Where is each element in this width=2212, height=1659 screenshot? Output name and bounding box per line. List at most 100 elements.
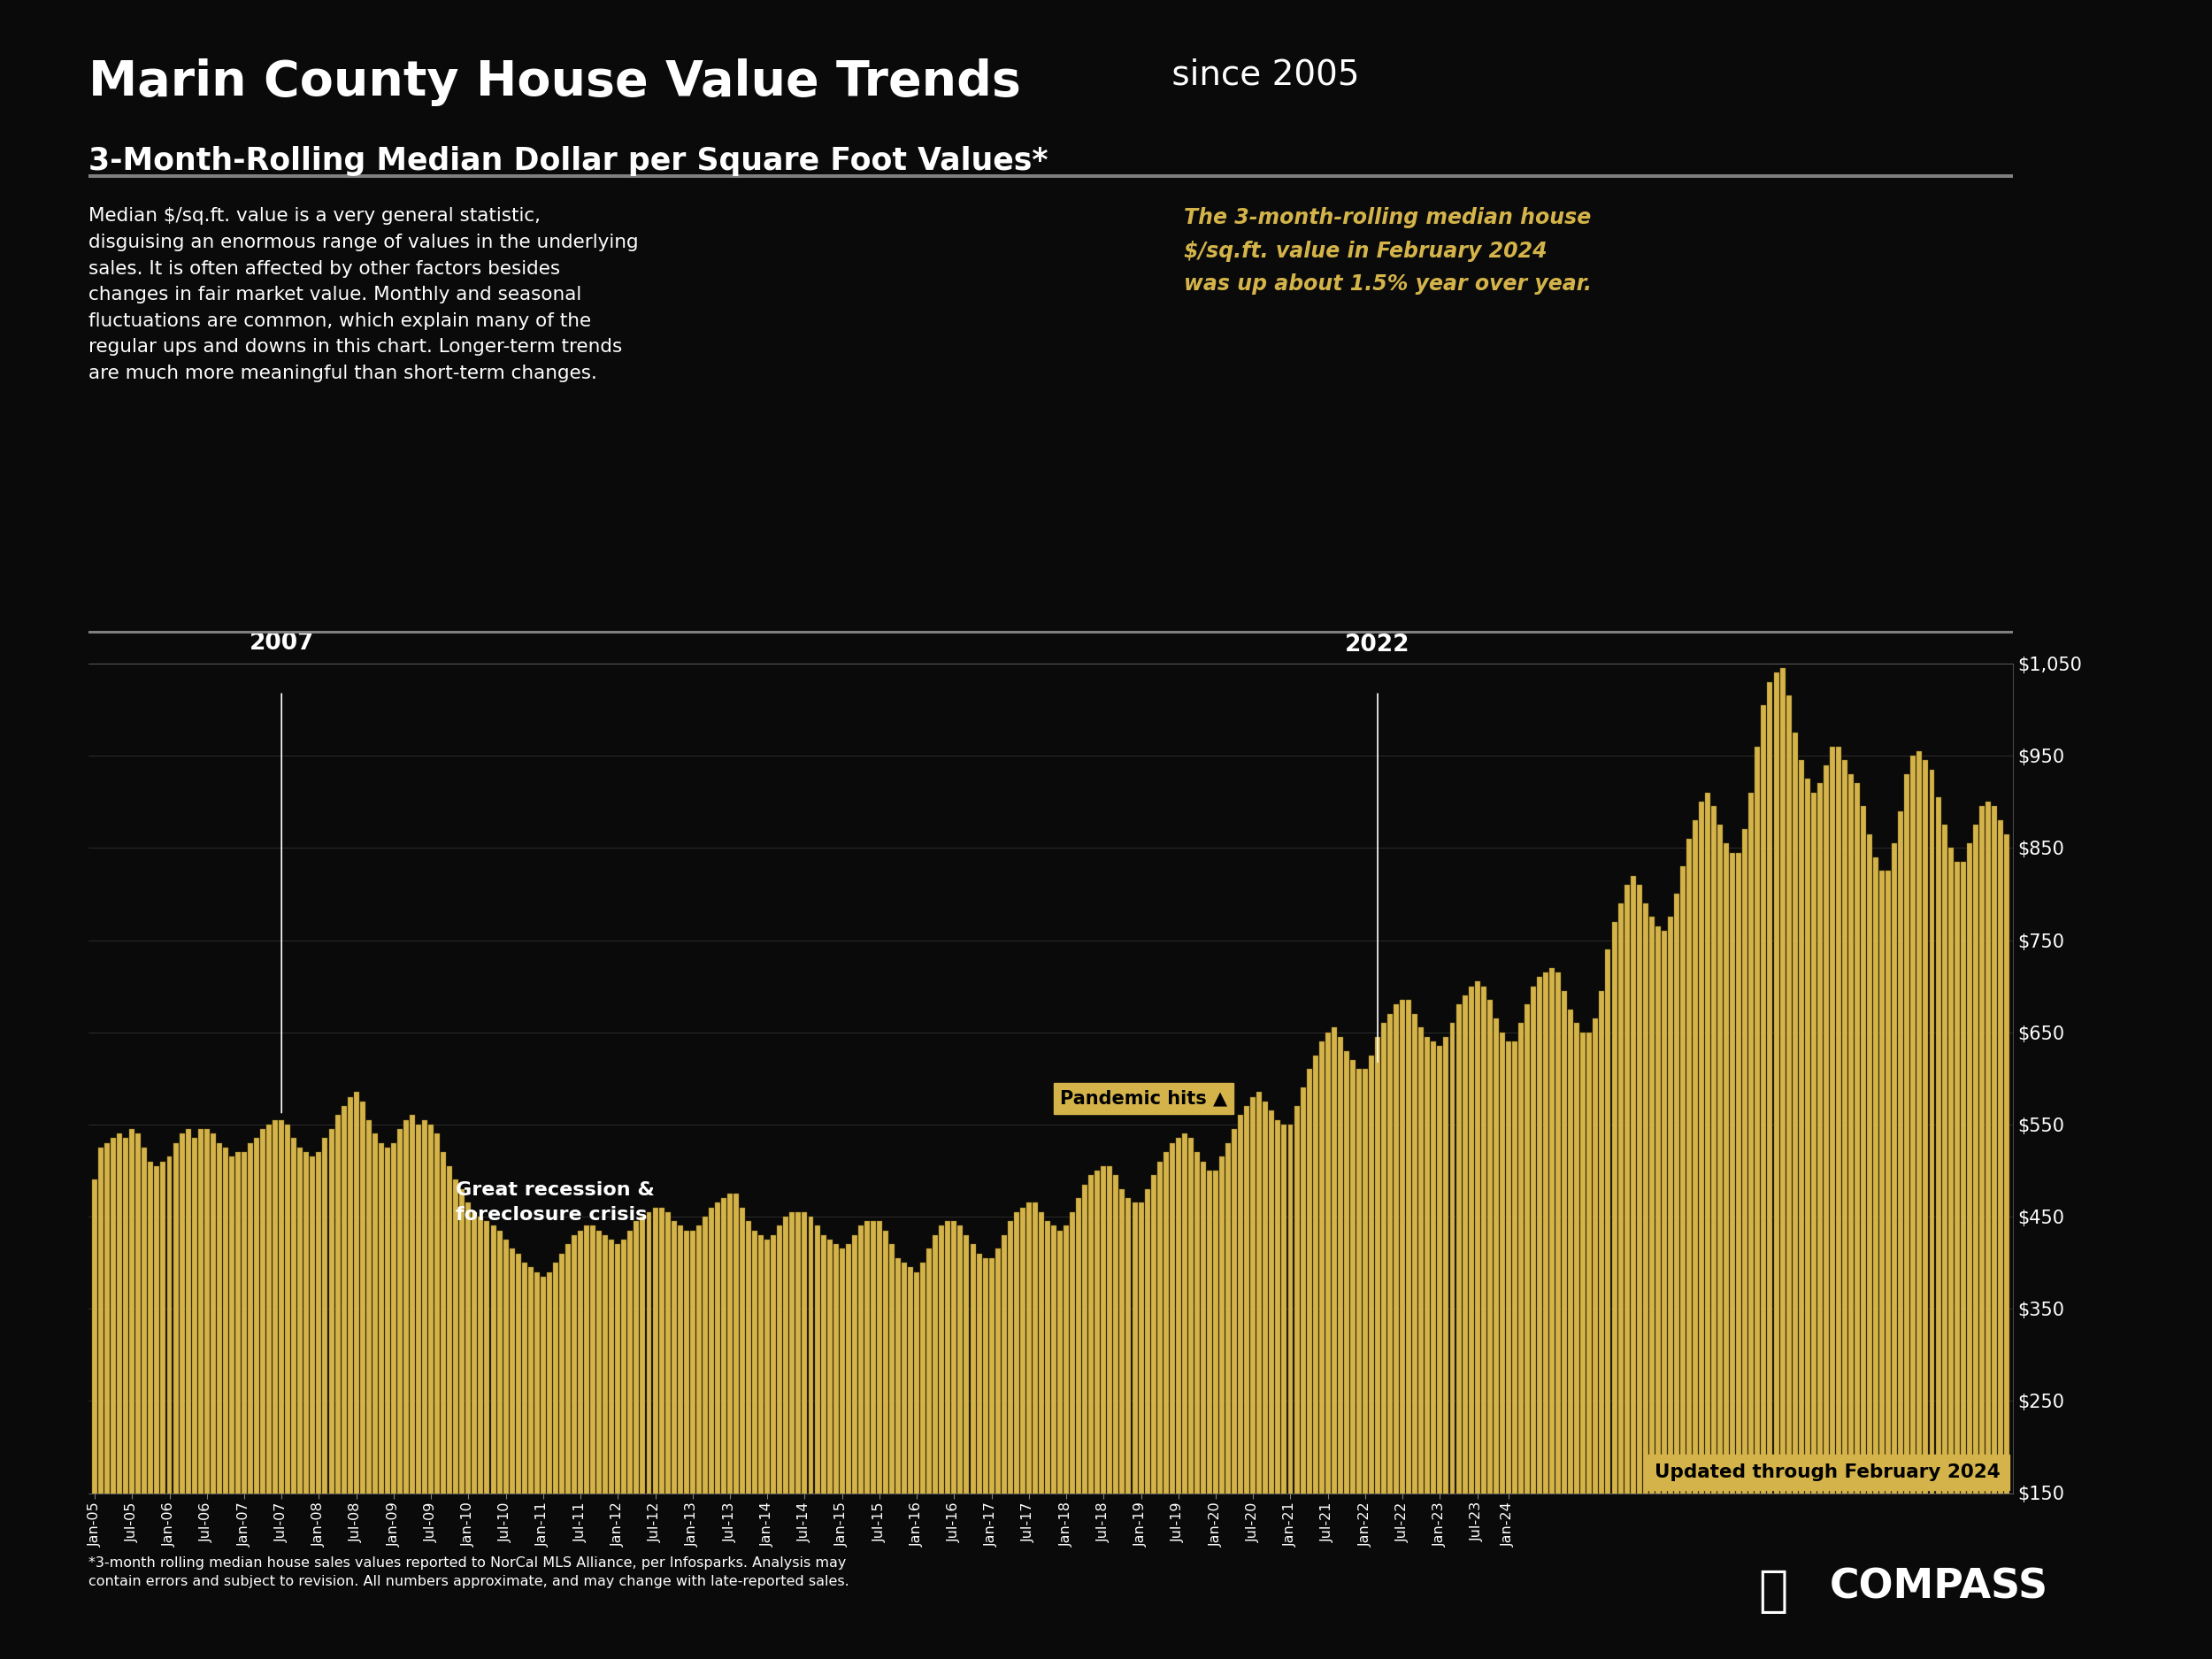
- Bar: [484, 1221, 489, 1631]
- Bar: [1250, 1097, 1256, 1631]
- Bar: [491, 1226, 495, 1631]
- Bar: [591, 1226, 595, 1631]
- Bar: [1239, 1115, 1243, 1631]
- Text: since 2005: since 2005: [1161, 58, 1360, 91]
- Bar: [1986, 801, 1991, 1631]
- Bar: [1854, 783, 1860, 1631]
- Bar: [1407, 1000, 1411, 1631]
- Bar: [1400, 1000, 1405, 1631]
- Bar: [1705, 793, 1710, 1631]
- Bar: [440, 1151, 447, 1631]
- Bar: [1486, 1000, 1493, 1631]
- Bar: [622, 1239, 626, 1631]
- Bar: [1088, 1175, 1093, 1631]
- Bar: [1674, 894, 1679, 1631]
- Bar: [1387, 1014, 1394, 1631]
- Bar: [995, 1249, 1000, 1631]
- Bar: [316, 1151, 321, 1631]
- Bar: [628, 1231, 633, 1631]
- Bar: [1345, 1050, 1349, 1631]
- Bar: [1723, 843, 1730, 1631]
- Bar: [975, 1254, 982, 1631]
- Bar: [272, 1120, 279, 1631]
- Bar: [814, 1226, 821, 1631]
- Bar: [186, 1130, 190, 1631]
- Bar: [1033, 1203, 1037, 1631]
- Bar: [1717, 825, 1723, 1631]
- Bar: [1960, 861, 1966, 1631]
- Bar: [776, 1226, 783, 1631]
- Bar: [1949, 848, 1953, 1631]
- Bar: [1413, 1014, 1418, 1631]
- Bar: [1568, 1009, 1573, 1631]
- Bar: [241, 1151, 248, 1631]
- Bar: [1480, 985, 1486, 1631]
- Bar: [1044, 1221, 1051, 1631]
- Bar: [927, 1249, 931, 1631]
- Bar: [471, 1213, 478, 1631]
- Bar: [498, 1231, 502, 1631]
- Bar: [173, 1143, 179, 1631]
- Bar: [1562, 990, 1566, 1631]
- Bar: [1082, 1185, 1088, 1631]
- Bar: [1095, 1171, 1099, 1631]
- Bar: [1349, 1060, 1356, 1631]
- Bar: [1356, 1068, 1363, 1631]
- Bar: [1798, 760, 1803, 1631]
- Bar: [584, 1226, 588, 1631]
- Bar: [1637, 884, 1641, 1631]
- Bar: [1891, 843, 1898, 1631]
- Bar: [93, 1180, 97, 1631]
- Bar: [354, 1092, 358, 1631]
- Bar: [540, 1276, 546, 1631]
- Bar: [1188, 1138, 1194, 1631]
- Bar: [615, 1244, 622, 1631]
- Bar: [1475, 982, 1480, 1631]
- Bar: [367, 1120, 372, 1631]
- Bar: [1177, 1138, 1181, 1631]
- Bar: [1785, 695, 1792, 1631]
- Bar: [1513, 1042, 1517, 1631]
- Bar: [721, 1198, 726, 1631]
- Bar: [1874, 858, 1878, 1631]
- Bar: [192, 1138, 197, 1631]
- Bar: [166, 1156, 173, 1631]
- Bar: [1363, 1068, 1367, 1631]
- Bar: [1013, 1213, 1020, 1631]
- Bar: [1500, 1032, 1504, 1631]
- Bar: [1885, 871, 1891, 1631]
- Bar: [1544, 972, 1548, 1631]
- Bar: [1126, 1198, 1130, 1631]
- Bar: [1991, 806, 1997, 1631]
- Bar: [852, 1234, 858, 1631]
- Bar: [361, 1102, 365, 1631]
- Bar: [1843, 760, 1847, 1631]
- Bar: [1243, 1107, 1250, 1631]
- Bar: [97, 1148, 104, 1631]
- Bar: [1064, 1226, 1068, 1631]
- Bar: [1818, 783, 1823, 1631]
- Bar: [330, 1130, 334, 1631]
- Bar: [299, 1148, 303, 1631]
- Bar: [1281, 1125, 1287, 1631]
- Bar: [845, 1244, 852, 1631]
- Bar: [1586, 1032, 1593, 1631]
- Bar: [1692, 820, 1699, 1631]
- Bar: [933, 1234, 938, 1631]
- Bar: [783, 1216, 790, 1631]
- Bar: [659, 1208, 664, 1631]
- Text: 2007: 2007: [250, 632, 314, 654]
- Text: Ⓢ: Ⓢ: [1759, 1568, 1787, 1616]
- Bar: [1369, 1055, 1374, 1631]
- Bar: [684, 1231, 688, 1631]
- Bar: [1880, 871, 1885, 1631]
- Text: Updated through February 2024: Updated through February 2024: [1655, 1463, 2000, 1481]
- Bar: [179, 1133, 184, 1631]
- Bar: [1599, 990, 1604, 1631]
- Bar: [964, 1234, 969, 1631]
- Bar: [1997, 820, 2004, 1631]
- Bar: [1493, 1019, 1500, 1631]
- Bar: [1686, 839, 1692, 1631]
- Bar: [1133, 1203, 1137, 1631]
- Bar: [467, 1203, 471, 1631]
